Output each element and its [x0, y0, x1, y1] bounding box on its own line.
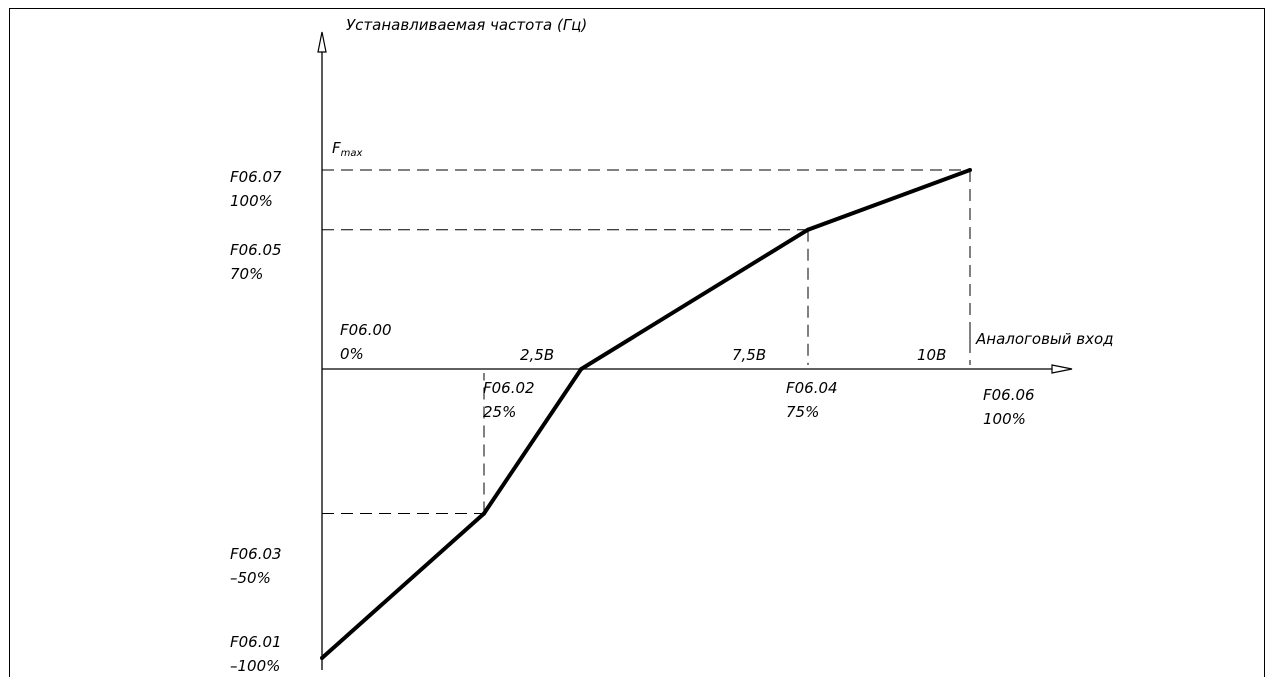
y-tick-pct-minus100: –100%	[230, 657, 280, 675]
curve-point	[806, 227, 810, 232]
y-axis-title: Устанавливаемая частота (Гц)	[346, 16, 587, 34]
x-tick-volt-25: 2,5В	[520, 346, 554, 364]
diagram-frame	[9, 8, 1265, 677]
y-tick-pct-70: 70%	[230, 265, 263, 283]
x-axis-arrow	[1051, 364, 1073, 374]
y-tick-param-100: F06.07	[230, 168, 282, 186]
y-tick-param-minus100: F06.01	[230, 633, 282, 651]
fmax-letter: F	[332, 139, 341, 157]
origin-param: F06.00	[340, 321, 392, 339]
y-tick-pct-minus50: –50%	[230, 569, 271, 587]
guide-lines	[322, 169, 971, 514]
y-tick-pct-100: 100%	[230, 192, 273, 210]
x-tick-param-100: F06.06	[983, 386, 1035, 404]
characteristic-curve-group	[320, 168, 972, 660]
x-axis-title: Аналоговый вход	[975, 330, 1114, 348]
characteristic-curve	[320, 168, 971, 660]
y-tick-param-70: F06.05	[230, 241, 282, 259]
curve-point	[482, 511, 486, 516]
x-tick-param-75: F06.04	[786, 379, 838, 397]
x-tick-volt-100: 10В	[917, 346, 946, 364]
curve-point	[968, 168, 972, 172]
fmax-subscript: max	[341, 148, 363, 159]
x-tick-pct-75: 75%	[786, 403, 819, 421]
curve-point	[320, 656, 324, 660]
x-tick-volt-75: 7,5В	[732, 346, 766, 364]
y-tick-param-minus50: F06.03	[230, 545, 282, 563]
origin-pct: 0%	[340, 345, 364, 363]
x-tick-pct-25: 25%	[483, 403, 516, 421]
x-tick-pct-100: 100%	[983, 410, 1026, 428]
y-axis-arrow	[317, 31, 327, 53]
curve-point	[579, 367, 584, 371]
fmax-label: Fmax	[332, 139, 363, 159]
x-tick-param-25: F06.02	[483, 379, 535, 397]
